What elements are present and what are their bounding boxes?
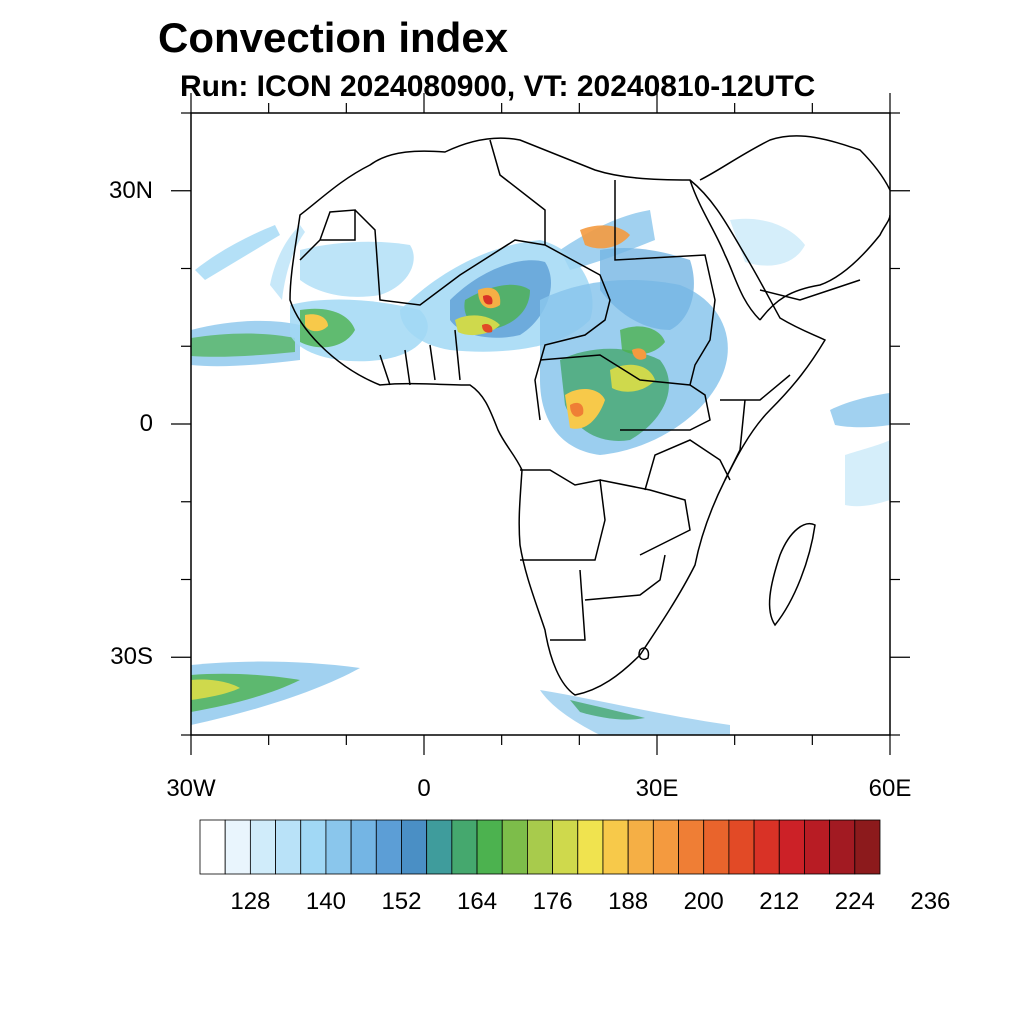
x-tick-label: 60E (868, 775, 912, 802)
colorbar-label: 188 (608, 888, 649, 915)
colorbar-swatch (728, 819, 755, 875)
colorbar-swatch (552, 819, 579, 875)
colorbar-swatch (678, 819, 705, 875)
y-tick-label: 30N (108, 176, 153, 204)
colorbar-swatch (627, 819, 654, 875)
y-tick-label: 30S (110, 643, 153, 671)
map-axes (171, 93, 910, 755)
colorbar-label: 164 (457, 888, 498, 915)
colorbar-label: 200 (683, 888, 724, 915)
colorbar-swatch (753, 819, 780, 875)
colorbar-swatch (401, 819, 428, 875)
map-title: Convection index (158, 14, 509, 61)
colorbar-swatch (829, 819, 856, 875)
colorbar-swatch (426, 819, 453, 875)
colorbar-swatch (275, 819, 302, 875)
colorbar (199, 819, 881, 875)
colorbar-swatch (804, 819, 831, 875)
x-tick-label: 0 (417, 775, 431, 802)
colorbar-swatch (199, 819, 226, 875)
coastlines-borders (289, 135, 890, 696)
colorbar-swatch (350, 819, 377, 875)
convection-field (191, 210, 890, 735)
colorbar-swatch (527, 819, 553, 875)
colorbar-label: 152 (381, 888, 422, 915)
colorbar-label: 140 (305, 888, 346, 915)
colorbar-swatch (224, 819, 251, 875)
colorbar-swatch (501, 819, 528, 875)
colorbar-label: 212 (759, 888, 800, 915)
colorbar-swatch (703, 819, 730, 875)
colorbar-label: 224 (834, 888, 875, 915)
colorbar-swatch (325, 819, 352, 875)
colorbar-label: 128 (230, 888, 271, 915)
colorbar-swatch (375, 819, 402, 875)
colorbar-swatch (300, 819, 327, 875)
x-tick-label: 30E (635, 775, 679, 802)
x-tick-label: 30W (166, 775, 216, 802)
map-subtitle: Run: ICON 2024080900, VT: 20240810-12UTC (180, 70, 816, 103)
colorbar-swatch (652, 819, 679, 875)
colorbar-label: 236 (910, 888, 951, 915)
colorbar-swatch (577, 819, 604, 875)
colorbar-swatch (451, 819, 478, 875)
y-tick-label: 0 (139, 410, 153, 437)
colorbar-swatch (249, 819, 276, 875)
colorbar-swatch (602, 819, 629, 875)
colorbar-swatch (854, 819, 881, 875)
colorbar-label: 176 (532, 888, 573, 915)
colorbar-swatch (778, 819, 805, 875)
colorbar-swatch (476, 819, 503, 875)
